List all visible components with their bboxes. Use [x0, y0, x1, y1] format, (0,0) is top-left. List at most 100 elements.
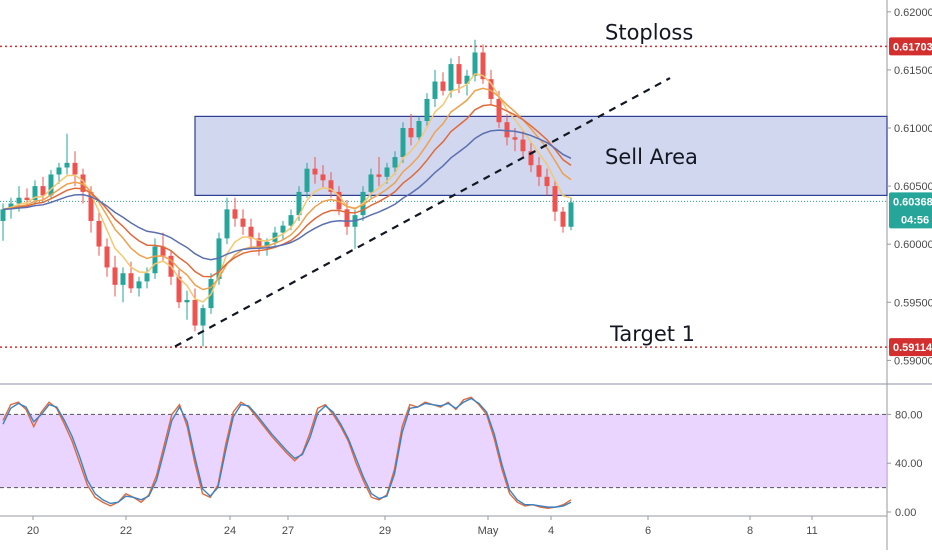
time-tick-label: 6 — [645, 525, 651, 537]
candle-body — [312, 168, 318, 175]
ema-line — [2, 129, 572, 261]
candle-body — [544, 176, 550, 187]
candle-body — [568, 202, 574, 227]
price-axis-labels[interactable]: 0.62000 0.61500 0.61000 0.60500 0.60000 0.595… — [887, 7, 932, 368]
candle-body — [128, 273, 134, 289]
candle-body — [184, 299, 190, 303]
candle-body — [376, 174, 382, 177]
current-tag-bg — [889, 192, 932, 229]
candle-body — [304, 168, 310, 192]
candle-body — [56, 167, 62, 175]
stoch-tick-label: 80.00 — [895, 409, 923, 421]
candle-body — [432, 81, 438, 99]
candle-body — [24, 197, 30, 201]
target-tag-bg — [889, 338, 932, 357]
candle-body — [424, 98, 430, 122]
stoch-tick-label: 0.00 — [895, 507, 916, 519]
candle-body — [8, 203, 14, 210]
time-tick-label: 29 — [379, 525, 391, 537]
candle-body — [136, 281, 142, 289]
ema-line — [2, 104, 572, 278]
stoploss-tag-text: 0.61703 — [893, 41, 932, 53]
time-tick-label: May — [478, 525, 499, 537]
moving-averages — [2, 72, 572, 303]
stoch-axis-labels[interactable]: 80.00 40.00 0.00 — [887, 409, 923, 519]
stochastic-lines — [2, 396, 572, 510]
candle-body — [152, 246, 158, 274]
candle-body — [16, 197, 22, 204]
candle-body — [64, 162, 70, 168]
candle-body — [232, 209, 238, 219]
sell-zone-rect[interactable] — [194, 115, 888, 196]
time-tick-label: 11 — [806, 525, 817, 537]
candle-body — [536, 165, 542, 177]
stoch-band — [0, 414, 887, 488]
sell-zone[interactable]: Sell Area — [194, 115, 888, 196]
candle-body — [472, 52, 478, 76]
price-tick-label: 0.59000 — [894, 355, 932, 367]
candle-body — [488, 79, 494, 99]
candle-body — [256, 238, 262, 247]
candle-body — [528, 151, 534, 166]
candle-body — [520, 139, 526, 152]
price-tick-label: 0.60000 — [894, 239, 932, 251]
time-tick-label: 22 — [120, 525, 132, 537]
time-axis-labels[interactable]: 20 22 24 27 29 May 4 6 8 11 — [27, 516, 818, 537]
current-tag-text: 0.60368 — [893, 196, 932, 208]
price-tick-label: 0.59500 — [894, 297, 932, 309]
candle-body — [32, 186, 38, 201]
candle-body — [320, 174, 326, 181]
stoploss-price-tag: 0.61703 — [889, 37, 932, 56]
candle-body — [368, 174, 374, 192]
candle-body — [456, 64, 462, 84]
candle-body — [96, 220, 102, 247]
stoch-line — [2, 397, 572, 508]
candle-body — [448, 64, 454, 91]
candle-body — [192, 299, 198, 326]
candle-body — [80, 174, 86, 192]
candle-body — [0, 209, 6, 221]
candle-body — [480, 52, 486, 80]
candle-body — [176, 276, 182, 303]
candle-body — [552, 186, 558, 212]
candle-body — [384, 167, 390, 177]
trendline[interactable] — [174, 77, 671, 348]
candle-body — [288, 215, 294, 226]
candle-body — [200, 308, 206, 326]
sell-zone-label: Sell Area — [605, 145, 698, 169]
candle-body — [88, 191, 94, 221]
target-tag-text: 0.59114 — [893, 342, 932, 354]
candle-body — [504, 122, 510, 138]
candle-body — [272, 232, 278, 242]
candle-body — [240, 218, 246, 227]
candle-body — [264, 241, 270, 247]
price-tick-label: 0.61000 — [894, 123, 932, 135]
candle-body — [392, 157, 398, 168]
target-label: Target 1 — [609, 322, 695, 346]
stoploss-label: Stoploss — [605, 20, 693, 44]
price-tick-label: 0.62000 — [894, 7, 932, 19]
candle-body — [416, 121, 422, 138]
time-tick-label: 8 — [747, 525, 753, 537]
time-tick-label: 27 — [282, 525, 294, 537]
candle-body — [224, 209, 230, 239]
candle-body — [248, 226, 254, 239]
candle-body — [280, 225, 286, 233]
candle-body — [72, 162, 78, 175]
candle-body — [144, 273, 150, 282]
candle-body — [112, 267, 118, 285]
candle-body — [328, 180, 334, 192]
candle-body — [560, 211, 566, 227]
current-price-tag: 0.60368 04:56 — [889, 192, 932, 229]
stoploss-tag-bg — [889, 37, 932, 56]
candle-body — [440, 81, 446, 91]
ema-line — [2, 72, 572, 303]
candle-body — [496, 98, 502, 123]
time-tick-label: 24 — [224, 525, 236, 537]
candle-body — [48, 174, 54, 196]
countdown-text: 04:56 — [901, 214, 929, 226]
candle-body — [464, 75, 470, 84]
target-price-tag: 0.59114 — [889, 338, 932, 357]
